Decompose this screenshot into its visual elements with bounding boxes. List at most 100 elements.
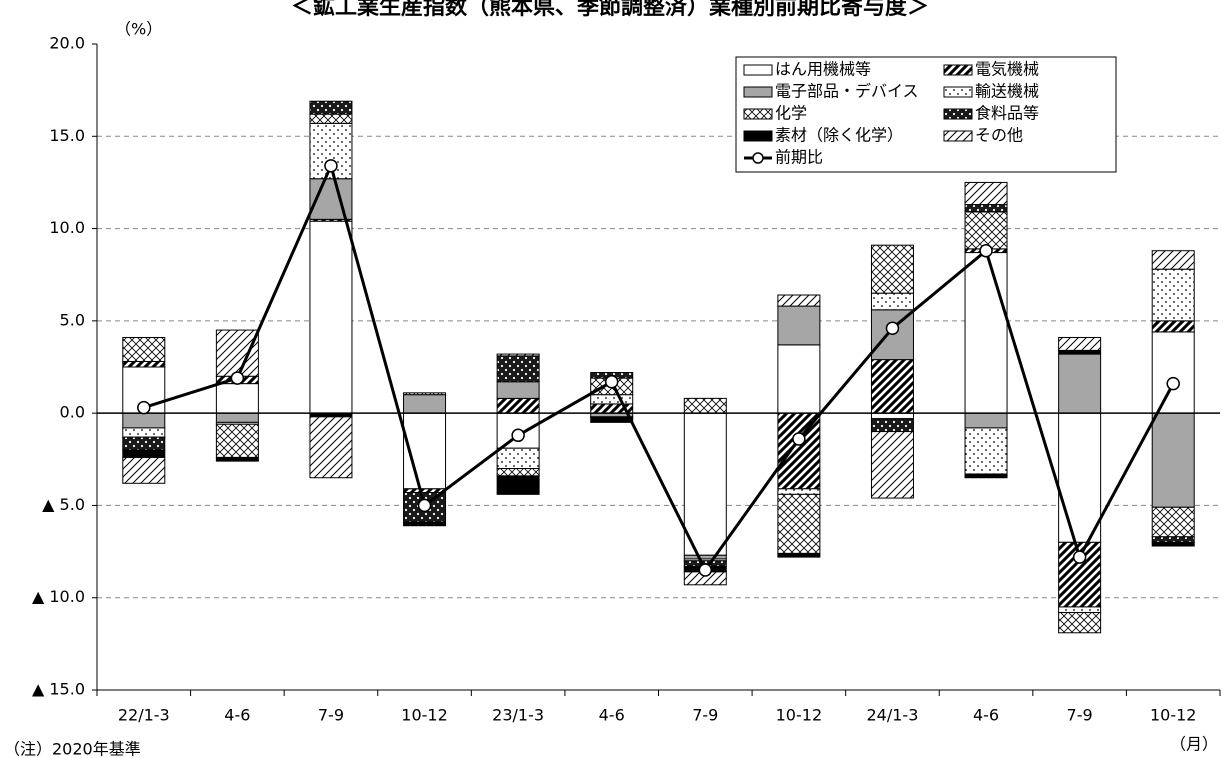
- bar-segment: [403, 394, 447, 414]
- x-tick-label: 7-9: [1067, 706, 1093, 725]
- y-tick-label: 0.0: [60, 403, 85, 422]
- bar-segment: [964, 427, 1008, 475]
- x-tick-label: 4-6: [973, 706, 999, 725]
- bar-segment: [215, 456, 259, 462]
- bar-segment: [1058, 606, 1102, 613]
- bar-segment: [1151, 541, 1195, 547]
- x-tick-label: 4-6: [224, 706, 250, 725]
- x-tick-label: 10-12: [776, 706, 823, 725]
- bar-segment: [683, 397, 727, 414]
- bar-segment: [777, 412, 821, 490]
- bar-segment: [590, 416, 634, 423]
- bar-segment: [403, 521, 447, 527]
- legend-label: 電気機械: [975, 60, 1039, 79]
- bar-segment: [964, 204, 1008, 213]
- bar-segment: [1058, 336, 1102, 351]
- line-point: [792, 432, 806, 446]
- bar-segment: [1151, 268, 1195, 322]
- note: （注）2020年基準: [4, 740, 141, 758]
- legend-label: 輸送機械: [975, 82, 1039, 101]
- bar-segment: [215, 329, 259, 377]
- x-tick-label: 24/1-3: [867, 706, 919, 725]
- legend-swatch: [943, 130, 973, 142]
- bar-segment: [1151, 536, 1195, 543]
- bar-segment: [870, 244, 914, 294]
- line-point: [417, 498, 432, 513]
- line-point: [698, 563, 713, 577]
- bar-segment: [309, 220, 353, 414]
- bar-segment: [309, 416, 353, 479]
- bar-segment: [870, 412, 914, 420]
- legend-label: 前期比: [775, 148, 823, 167]
- legend-label: 食料品等: [975, 104, 1039, 123]
- bar-segment: [870, 359, 914, 414]
- bar-segment: [1151, 506, 1195, 538]
- line-point: [230, 371, 245, 385]
- bar-segment: [496, 353, 540, 357]
- bar-segment: [590, 394, 634, 405]
- bar-segment: [777, 344, 821, 414]
- line-point: [324, 159, 338, 173]
- bar-segment: [215, 412, 259, 423]
- y-tick-label: 15.0: [49, 126, 85, 145]
- legend-label: 電子部品・デバイス: [775, 82, 919, 101]
- bar-segment: [683, 554, 727, 560]
- bar-segment: [122, 360, 166, 368]
- x-unit-label: （月）: [1170, 735, 1218, 754]
- legend-marker: [752, 152, 764, 164]
- y-tick-label: 5.0: [60, 310, 85, 329]
- legend-swatch: [943, 86, 973, 98]
- bar-segment: [309, 113, 353, 124]
- bar-segment: [122, 456, 166, 484]
- legend-swatch: [743, 108, 773, 120]
- legend-swatch: [943, 64, 973, 76]
- legend-swatch: [943, 108, 973, 120]
- bar-segment: [122, 336, 166, 362]
- x-tick-label: 4-6: [599, 706, 625, 725]
- bar-segment: [870, 292, 914, 311]
- x-tick-label: 22/1-3: [118, 706, 170, 725]
- bar-segment: [403, 392, 447, 396]
- legend-box: [735, 56, 1117, 173]
- line: [143, 161, 1175, 573]
- y-tick-label: 10.0: [49, 218, 85, 237]
- bar-segment: [777, 493, 821, 554]
- y-tick-label: 20.0: [49, 34, 85, 53]
- bar-segment: [1151, 250, 1195, 270]
- bar-segment: [215, 423, 259, 458]
- bar-segment: [496, 397, 540, 414]
- bar-segment: [1151, 412, 1195, 508]
- bar-segment: [122, 412, 166, 429]
- bar-segment: [496, 475, 540, 495]
- bar-segment: [496, 447, 540, 470]
- unit-label: （%）: [115, 20, 162, 39]
- bar-segment: [496, 468, 540, 477]
- y-tick-label: ▲ 15.0: [32, 680, 85, 699]
- x-tick-label: 10-12: [1150, 706, 1197, 725]
- bar-segment: [683, 412, 727, 556]
- bar-segment: [122, 436, 166, 451]
- bar-segment: [1058, 353, 1102, 414]
- line-point: [137, 400, 151, 415]
- bar-segment: [1151, 320, 1195, 333]
- bar-segment: [1151, 331, 1195, 414]
- line-point: [979, 243, 993, 258]
- y-tick-label: ▲ 5.0: [42, 495, 85, 514]
- bar-segment: [777, 305, 821, 346]
- bar-segment: [870, 431, 914, 499]
- bar-segment: [309, 100, 353, 115]
- legend-swatch: [743, 130, 773, 142]
- legend-label: その他: [975, 126, 1023, 145]
- bar-segment: [870, 418, 914, 433]
- bar-segment: [964, 211, 1008, 250]
- x-tick-label: 10-12: [401, 706, 448, 725]
- bar-segment: [777, 552, 821, 558]
- bar-segment: [964, 473, 1008, 479]
- bar-segment: [964, 181, 1008, 206]
- bar-segment: [1058, 412, 1102, 543]
- line-point: [604, 375, 619, 389]
- bar-segment: [496, 381, 540, 399]
- chart-title: ＜鉱工業生産指数（熊本県、季節調整済）業種別前期比寄与度＞: [291, 0, 929, 20]
- legend-swatch: [743, 64, 773, 76]
- x-tick-label: 7-9: [692, 706, 718, 725]
